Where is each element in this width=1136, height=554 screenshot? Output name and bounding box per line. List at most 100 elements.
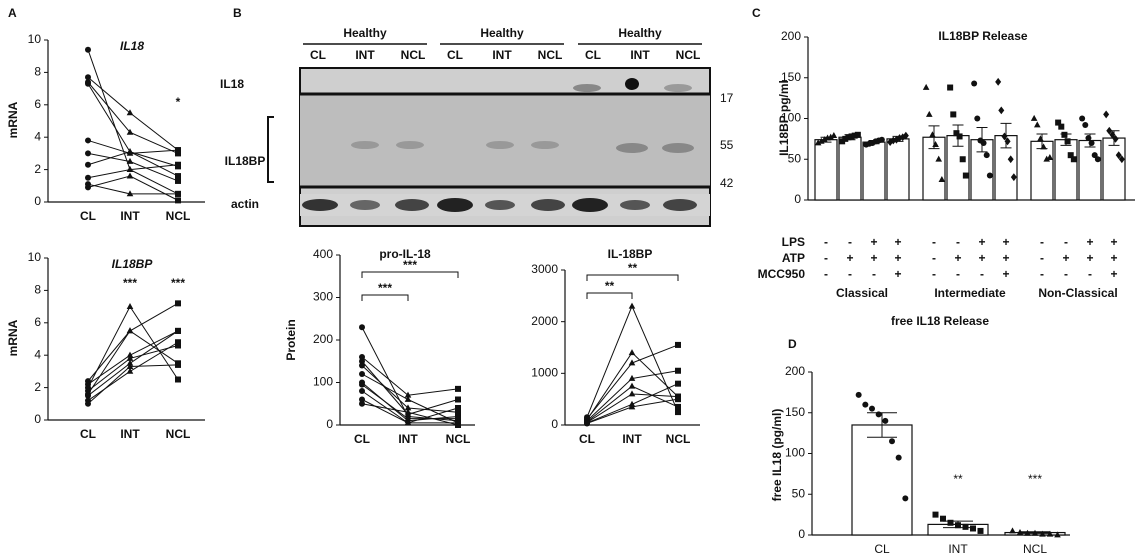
- point: [1112, 134, 1119, 143]
- point: [940, 515, 946, 522]
- point: [830, 132, 838, 139]
- treatment-sign: +: [978, 251, 985, 265]
- bar: [1054, 139, 1078, 201]
- point: [126, 327, 134, 334]
- blot-group: Healthy: [480, 26, 524, 40]
- point: [1064, 138, 1071, 145]
- bar: [851, 424, 913, 536]
- x-tick-label: CL: [579, 432, 595, 446]
- point: [126, 109, 134, 116]
- treatment-sign: +: [870, 235, 877, 249]
- point: [878, 136, 885, 143]
- sig-label: ***: [378, 281, 392, 295]
- point: [971, 80, 978, 87]
- point: [175, 327, 181, 334]
- point: [126, 367, 134, 374]
- point: [893, 135, 900, 144]
- point: [1043, 155, 1051, 162]
- point: [855, 391, 862, 398]
- point: [175, 161, 181, 168]
- treatment-sign: -: [956, 235, 960, 249]
- point: [895, 454, 902, 461]
- point: [889, 438, 895, 445]
- treatment-sign: +: [870, 251, 877, 265]
- blot-group: Healthy: [343, 26, 387, 40]
- point: [817, 137, 825, 144]
- treatment-sign: +: [894, 235, 901, 249]
- point: [1085, 135, 1092, 142]
- point: [455, 415, 461, 422]
- panel-label: D: [788, 337, 797, 351]
- y-tick-label: 8: [34, 283, 41, 297]
- point: [980, 139, 987, 146]
- series-line: [87, 344, 179, 392]
- point: [953, 130, 960, 137]
- point: [854, 131, 861, 138]
- sig-bracket: [586, 292, 633, 299]
- sig-bracket: [361, 294, 409, 301]
- treatment-label: MCC950: [758, 267, 806, 281]
- point: [404, 395, 412, 402]
- point: [404, 391, 412, 398]
- point: [1030, 114, 1038, 121]
- treatment-sign: -: [848, 235, 852, 249]
- point: [175, 339, 181, 346]
- treatment-label: ATP: [782, 251, 805, 265]
- sig-label: **: [953, 472, 963, 486]
- sig-bracket: [586, 274, 679, 281]
- point: [126, 362, 134, 369]
- point: [126, 303, 134, 309]
- treatment-sign: -: [1064, 267, 1068, 281]
- y-tick-label: 2: [34, 380, 41, 394]
- point: [404, 408, 412, 415]
- y-tick-label: 4: [34, 129, 41, 143]
- chart-title: pro-IL-18: [379, 247, 431, 261]
- y-axis-label: IL18BP pg/ml: [777, 80, 791, 156]
- point: [675, 403, 681, 410]
- x-tick-label: NCL: [166, 427, 191, 441]
- blot-marker: 55: [720, 138, 734, 152]
- point: [359, 362, 365, 369]
- point: [962, 172, 969, 179]
- point: [1039, 530, 1046, 537]
- point: [126, 359, 134, 366]
- blot-marker: 17: [720, 91, 734, 105]
- point: [175, 300, 181, 307]
- treatment-sign: -: [932, 251, 936, 265]
- treatment-sign: -: [1088, 267, 1092, 281]
- point: [85, 74, 91, 81]
- point: [675, 380, 681, 387]
- point: [938, 176, 946, 183]
- treatment-sign: -: [932, 235, 936, 249]
- series-line: [87, 76, 179, 151]
- point: [628, 374, 636, 381]
- y-tick-label: 10: [28, 32, 42, 46]
- point: [628, 403, 636, 410]
- treatment-sign: -: [824, 235, 828, 249]
- blot-lane: CL: [585, 48, 601, 62]
- point: [1024, 529, 1031, 536]
- treatment-sign: -: [824, 251, 828, 265]
- point: [675, 367, 681, 374]
- point: [1103, 110, 1110, 119]
- y-axis-label: free IL18 (pg/ml): [770, 409, 784, 502]
- point: [85, 150, 91, 157]
- x-tick-label: CL: [874, 542, 890, 554]
- y-tick-label: 100: [781, 111, 801, 125]
- blot-lane: CL: [310, 48, 326, 62]
- point: [359, 354, 365, 360]
- series-line: [87, 364, 179, 405]
- x-tick-label: INT: [120, 427, 140, 441]
- series-line: [87, 139, 179, 154]
- y-tick-label: 150: [785, 405, 805, 419]
- group-label: Intermediate: [934, 286, 1006, 300]
- treatment-sign: +: [1086, 235, 1093, 249]
- chart-title: IL18BP: [112, 257, 154, 271]
- point: [1091, 152, 1098, 159]
- point: [962, 523, 969, 530]
- point: [1040, 143, 1047, 150]
- blot-image: [267, 67, 711, 227]
- point: [1046, 154, 1054, 161]
- point: [675, 409, 681, 416]
- blot-lane: NCL: [401, 48, 426, 62]
